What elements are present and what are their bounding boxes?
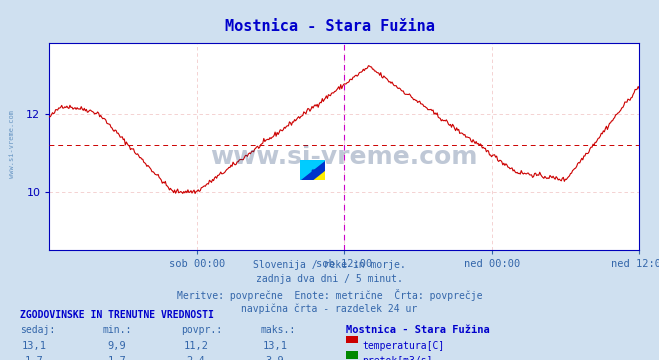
Text: 1,7: 1,7 (25, 356, 43, 360)
Text: 3,9: 3,9 (266, 356, 284, 360)
Polygon shape (300, 160, 325, 180)
Text: povpr.:: povpr.: (181, 325, 222, 336)
Text: pretok[m3/s]: pretok[m3/s] (362, 356, 433, 360)
Text: 2,4: 2,4 (186, 356, 205, 360)
Text: 13,1: 13,1 (262, 341, 287, 351)
Text: 9,9: 9,9 (107, 341, 126, 351)
Text: 1,7: 1,7 (107, 356, 126, 360)
Text: 13,1: 13,1 (22, 341, 47, 351)
Polygon shape (312, 170, 325, 180)
Text: ZGODOVINSKE IN TRENUTNE VREDNOSTI: ZGODOVINSKE IN TRENUTNE VREDNOSTI (20, 310, 214, 320)
Text: 11,2: 11,2 (183, 341, 208, 351)
Text: min.:: min.: (102, 325, 132, 336)
Text: sedaj:: sedaj: (20, 325, 55, 336)
Text: Meritve: povprečne  Enote: metrične  Črta: povprečje: Meritve: povprečne Enote: metrične Črta:… (177, 289, 482, 301)
Polygon shape (312, 170, 325, 180)
Text: www.si-vreme.com: www.si-vreme.com (9, 110, 14, 178)
Text: Mostnica - Stara Fužina: Mostnica - Stara Fužina (346, 325, 490, 336)
Polygon shape (300, 160, 325, 180)
Text: temperatura[C]: temperatura[C] (362, 341, 445, 351)
Text: zadnja dva dni / 5 minut.: zadnja dva dni / 5 minut. (256, 274, 403, 284)
Text: Mostnica - Stara Fužina: Mostnica - Stara Fužina (225, 19, 434, 34)
Text: Slovenija / reke in morje.: Slovenija / reke in morje. (253, 260, 406, 270)
Text: www.si-vreme.com: www.si-vreme.com (211, 145, 478, 169)
Text: navpična črta - razdelek 24 ur: navpična črta - razdelek 24 ur (241, 303, 418, 314)
Text: maks.:: maks.: (260, 325, 295, 336)
